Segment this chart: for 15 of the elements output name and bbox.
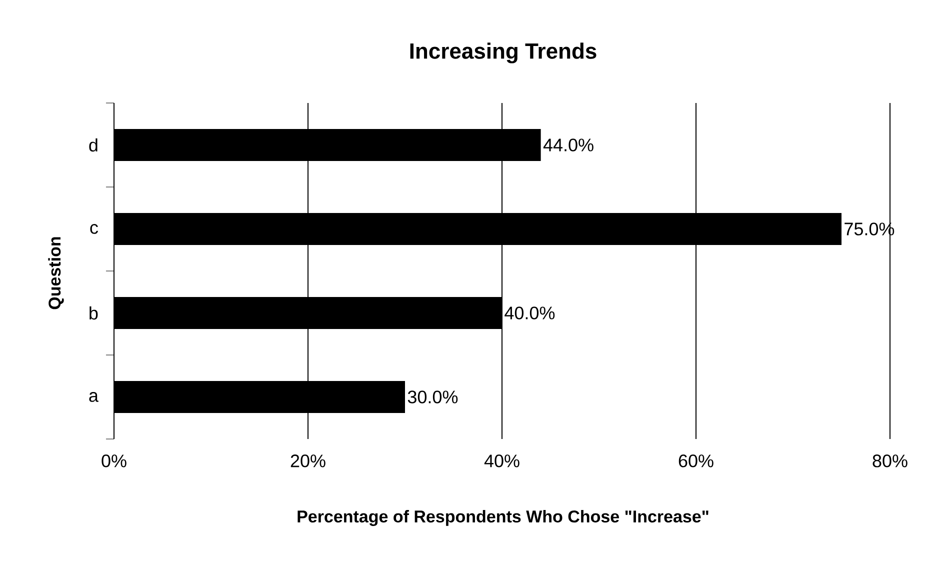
y-tick-label: c [90, 224, 98, 234]
y-tick-label: b [90, 306, 98, 320]
x-tick-label: 60% [678, 454, 714, 468]
data-label: 44.0% [543, 138, 594, 152]
x-tick-label: 80% [872, 454, 908, 468]
data-label: 30.0% [408, 390, 458, 404]
y-tick-label: a [89, 392, 98, 402]
x-tick-label: 20% [290, 454, 326, 468]
x-tick-label: 0% [102, 454, 126, 468]
chart-title: Increasing Trends [410, 42, 596, 64]
y-axis-title: Question [48, 237, 64, 310]
y-tick-label: d [89, 138, 98, 152]
x-axis-title: Percentage of Respondents Who Chose "Increase" [298, 510, 708, 526]
data-label: 40.0% [504, 306, 555, 320]
x-tick-label: 40% [484, 454, 520, 468]
